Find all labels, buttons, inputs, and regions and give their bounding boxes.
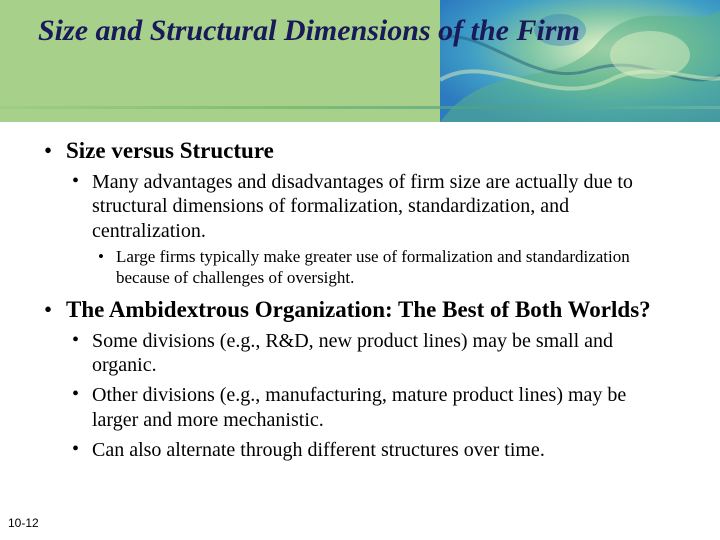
bullet-item: •Other divisions (e.g., manufacturing, m… — [72, 383, 654, 432]
bullet-marker: • — [44, 297, 66, 323]
bullet-item: •Large firms typically make greater use … — [98, 247, 654, 288]
bullet-item: •Many advantages and disadvantages of fi… — [72, 170, 654, 289]
slide-body: •Size versus Structure•Many advantages a… — [44, 138, 654, 471]
bullet-text: Many advantages and disadvantages of fir… — [92, 170, 654, 243]
bullet-marker: • — [72, 329, 92, 378]
slide-title: Size and Structural Dimensions of the Fi… — [38, 14, 598, 49]
bullet-text: Can also alternate through different str… — [92, 438, 545, 462]
page-number: 10-12 — [8, 516, 39, 530]
bullet-level-2: •Many advantages and disadvantages of fi… — [72, 170, 654, 289]
bullet-marker: • — [98, 247, 116, 288]
bullet-marker: • — [72, 383, 92, 432]
bullet-marker: • — [72, 170, 92, 243]
bullet-item: •Can also alternate through different st… — [72, 438, 654, 462]
slide: Size and Structural Dimensions of the Fi… — [0, 0, 720, 540]
bullet-text: Large firms typically make greater use o… — [116, 247, 654, 288]
bullet-item: •Size versus Structure•Many advantages a… — [44, 138, 654, 289]
bullet-marker: • — [72, 438, 92, 462]
header-accent-line — [0, 106, 720, 109]
bullet-item: •Some divisions (e.g., R&D, new product … — [72, 329, 654, 378]
bullet-text: Other divisions (e.g., manufacturing, ma… — [92, 383, 654, 432]
bullet-marker: • — [44, 138, 66, 164]
bullet-level-2: •Some divisions (e.g., R&D, new product … — [72, 329, 654, 463]
bullet-list: •Size versus Structure•Many advantages a… — [44, 138, 654, 463]
bullet-text: The Ambidextrous Organization: The Best … — [66, 297, 651, 323]
bullet-item: •The Ambidextrous Organization: The Best… — [44, 297, 654, 463]
bullet-text: Some divisions (e.g., R&D, new product l… — [92, 329, 654, 378]
bullet-text: Size versus Structure — [66, 138, 274, 164]
bullet-level-3: •Large firms typically make greater use … — [98, 247, 654, 288]
